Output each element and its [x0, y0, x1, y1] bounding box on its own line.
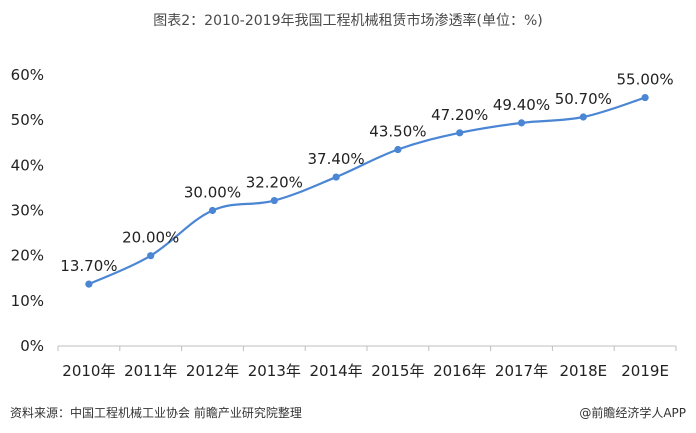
data-point: [270, 196, 278, 205]
data-label: 30.00%: [184, 184, 241, 202]
data-point: [641, 93, 649, 102]
x-tick-label: 2015年: [371, 362, 424, 380]
x-tick-label: 2011年: [124, 362, 177, 380]
x-tick-label: 2013年: [248, 362, 301, 380]
data-point: [85, 280, 93, 288]
y-tick-label: 60%: [11, 66, 44, 84]
x-axis: 2010年 2011年 2012年 2013年 2014年 2015年 2016年 2017年…: [57, 345, 677, 380]
data-point: [517, 119, 526, 127]
credit-note: @前瞻经济学人APP: [579, 406, 686, 420]
data-point: [394, 145, 402, 154]
x-tick-label: 2018E: [559, 362, 607, 380]
data-point: [579, 113, 587, 121]
x-tick-label: 2019E: [621, 362, 669, 380]
source-note: 资料来源：中国工程机械工业协会 前瞻产业研究院整理: [10, 406, 302, 420]
x-tick-label: 2012年: [186, 362, 239, 380]
data-labels: 13.70% 20.00% 30.00% 32.20%37.40% 43.50% 47.2…: [60, 71, 673, 276]
y-tick-label: 20%: [11, 247, 44, 265]
data-point: [456, 129, 464, 137]
y-axis: 0% 10% 20% 30% 40% 50% 60%: [11, 66, 44, 355]
data-point: [208, 206, 217, 215]
data-label: 55.00%: [616, 71, 673, 89]
x-tick-label: 2014年: [310, 362, 363, 380]
y-tick-label: 10%: [11, 292, 44, 310]
data-label: 32.20%: [246, 174, 303, 192]
data-point: [332, 173, 340, 181]
series-line: [88, 96, 646, 286]
x-tick-label: 2010年: [62, 362, 115, 380]
y-tick-label: 50%: [11, 111, 44, 129]
x-tick-label: 2017年: [495, 362, 548, 380]
y-tick-label: 30%: [11, 202, 44, 220]
y-tick-label: 40%: [11, 156, 44, 174]
data-label: 37.40%: [307, 150, 364, 168]
data-label: 43.50%: [369, 123, 426, 141]
chart-title: 图表2：2010-2019年我国工程机械租赁市场渗透率(单位：%): [153, 13, 543, 29]
chart-svg: 0% 10% 20% 30% 40% 50% 60% 2010年 2011年 2012年 2013…: [11, 66, 677, 380]
y-tick-label: 0%: [20, 337, 44, 355]
data-label: 20.00%: [122, 229, 179, 247]
x-tick-label: 2016年: [433, 362, 486, 380]
data-label: 49.40%: [493, 96, 550, 114]
data-label: 47.20%: [431, 106, 488, 124]
data-label: 50.70%: [555, 90, 612, 108]
data-point: [147, 252, 155, 260]
data-label: 13.70%: [60, 257, 117, 275]
data-points: [85, 93, 649, 288]
